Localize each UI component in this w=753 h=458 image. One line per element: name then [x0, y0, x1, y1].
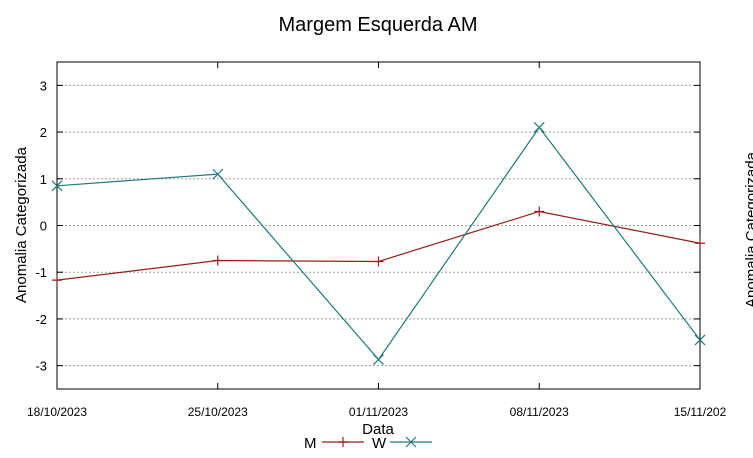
series-line-M	[56, 210, 701, 281]
y-tick-label: 2	[40, 125, 47, 140]
data-point-x	[533, 121, 545, 133]
x-tick-label: 25/10/2023	[188, 405, 248, 419]
grid-lines	[57, 84, 700, 367]
data-point-plus	[212, 255, 223, 266]
data-point-x	[405, 436, 417, 448]
data-point-x	[212, 168, 224, 180]
right-axis-label-clipped: Anomalia Categorizada	[743, 151, 753, 308]
x-axis-ticks: 18/10/2023 25/10/2023 01/11/2023 08/11/2023…	[27, 62, 727, 419]
legend-label-W: W	[372, 435, 387, 452]
data-point-x	[694, 334, 706, 346]
x-tick-label: 15/11/202	[674, 405, 727, 419]
x-tick-label: 18/10/2023	[27, 405, 87, 419]
y-tick-label: -1	[35, 265, 47, 280]
series-line-W	[56, 126, 701, 361]
data-point-plus	[52, 275, 62, 286]
series-M	[52, 206, 705, 286]
data-point-plus	[534, 206, 545, 217]
y-tick-label: -3	[35, 359, 47, 374]
y-tick-label: 3	[40, 78, 47, 93]
data-point-x	[51, 180, 63, 192]
chart-title: Margem Esquerda AM	[279, 14, 478, 36]
y-axis-label: Anomalia Categorizada	[13, 146, 30, 303]
y-axis-ticks: -3 -2 -1 0 1 2 3	[35, 78, 700, 374]
data-point-x	[373, 354, 384, 365]
series-W	[51, 121, 706, 365]
x-tick-label: 01/11/2023	[349, 405, 408, 419]
y-tick-label: 1	[40, 172, 47, 187]
x-tick-label: 08/11/2023	[510, 405, 569, 419]
legend-label-M: M	[304, 435, 317, 452]
data-point-plus	[695, 238, 705, 249]
data-point-plus	[338, 437, 348, 447]
y-tick-label: 0	[40, 219, 47, 234]
x-axis-label: Data	[362, 421, 394, 438]
y-tick-label: -2	[35, 312, 47, 327]
series-layer	[51, 121, 706, 365]
data-point-plus	[373, 256, 384, 267]
